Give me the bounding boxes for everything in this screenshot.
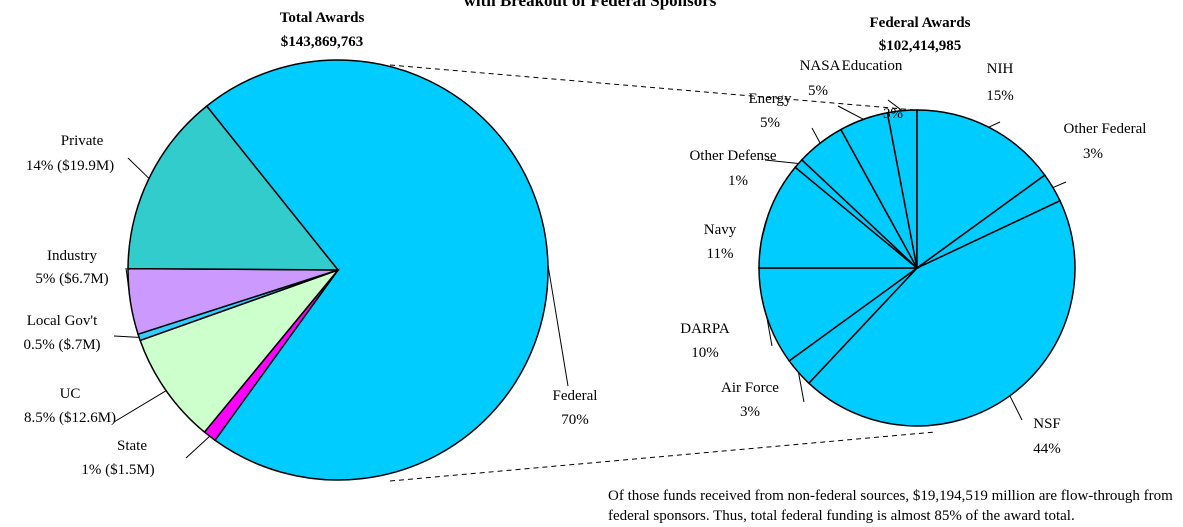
leader-line: [127, 157, 150, 179]
value-label: 3%: [1083, 146, 1103, 162]
slice-label: Industry: [47, 248, 97, 264]
leader-line: [837, 105, 864, 120]
pie-slice: [758, 267, 920, 362]
pie-slice: [916, 109, 1046, 270]
subtitle: Federal Awards: [870, 15, 971, 31]
slice-label: Federal: [553, 388, 598, 404]
subtitle: Total Awards: [280, 10, 365, 26]
footnote: Of those funds received from non-federal…: [608, 488, 1173, 524]
slice-label: UC: [60, 386, 81, 402]
slice-label: NSF: [1033, 416, 1061, 432]
value-label: 1%: [728, 173, 748, 189]
leader-line: [185, 435, 211, 459]
leader-line: [125, 267, 131, 302]
leader-line: [547, 264, 569, 387]
value-label: 15%: [986, 88, 1014, 104]
slice-label: Local Gov't: [27, 313, 98, 329]
slice-label: Energy: [748, 91, 792, 107]
slice-label: NASA: [800, 58, 841, 74]
leader-line: [766, 316, 773, 347]
value-label: 3%: [883, 106, 903, 122]
leader-line: [1009, 395, 1023, 421]
slice-label: Other Defense: [689, 148, 776, 164]
leader-line: [988, 121, 1001, 128]
slice-label: Navy: [704, 222, 737, 238]
value-label: 5%: [808, 83, 828, 99]
subtitle: $102,414,985: [879, 38, 962, 54]
leader-line: [113, 390, 167, 423]
slice-label: Air Force: [721, 380, 779, 396]
leader-line: [113, 335, 140, 338]
slice-label: State: [117, 438, 147, 454]
slice-label: Private: [61, 133, 104, 149]
pie-slice: [127, 105, 340, 271]
pie-slice: [807, 199, 1076, 427]
leader-line: [887, 99, 903, 112]
slice-label: NIH: [987, 61, 1014, 77]
value-label: 8.5% ($12.6M): [24, 410, 116, 426]
value-label: 3%: [740, 404, 760, 420]
leader-line: [764, 159, 799, 165]
value-label: 0.5% ($.7M): [23, 337, 100, 353]
subtitle: $143,869,763: [281, 34, 364, 50]
slice-label: DARPA: [680, 321, 730, 337]
slice-label: Other Federal: [1064, 121, 1147, 137]
value-label: 5%: [760, 115, 780, 131]
leader-line: [1052, 181, 1067, 189]
connector: [389, 64, 916, 111]
pie-slice: [916, 174, 1061, 269]
leader-line: [797, 372, 805, 403]
chart-title: with Breakout of Federal Sponsors: [464, 0, 717, 10]
leader-line: [761, 214, 769, 239]
leader-line: [811, 127, 821, 144]
value-label: 14% ($19.9M): [26, 158, 114, 174]
value-label: 10%: [691, 345, 719, 361]
connector: [389, 431, 936, 482]
slice-label: Education: [842, 58, 903, 74]
value-label: 70%: [561, 412, 589, 428]
value-label: 11%: [707, 246, 734, 262]
value-label: 1% ($1.5M): [81, 462, 154, 478]
value-label: 44%: [1033, 441, 1061, 457]
value-label: 5% ($6.7M): [35, 271, 108, 287]
